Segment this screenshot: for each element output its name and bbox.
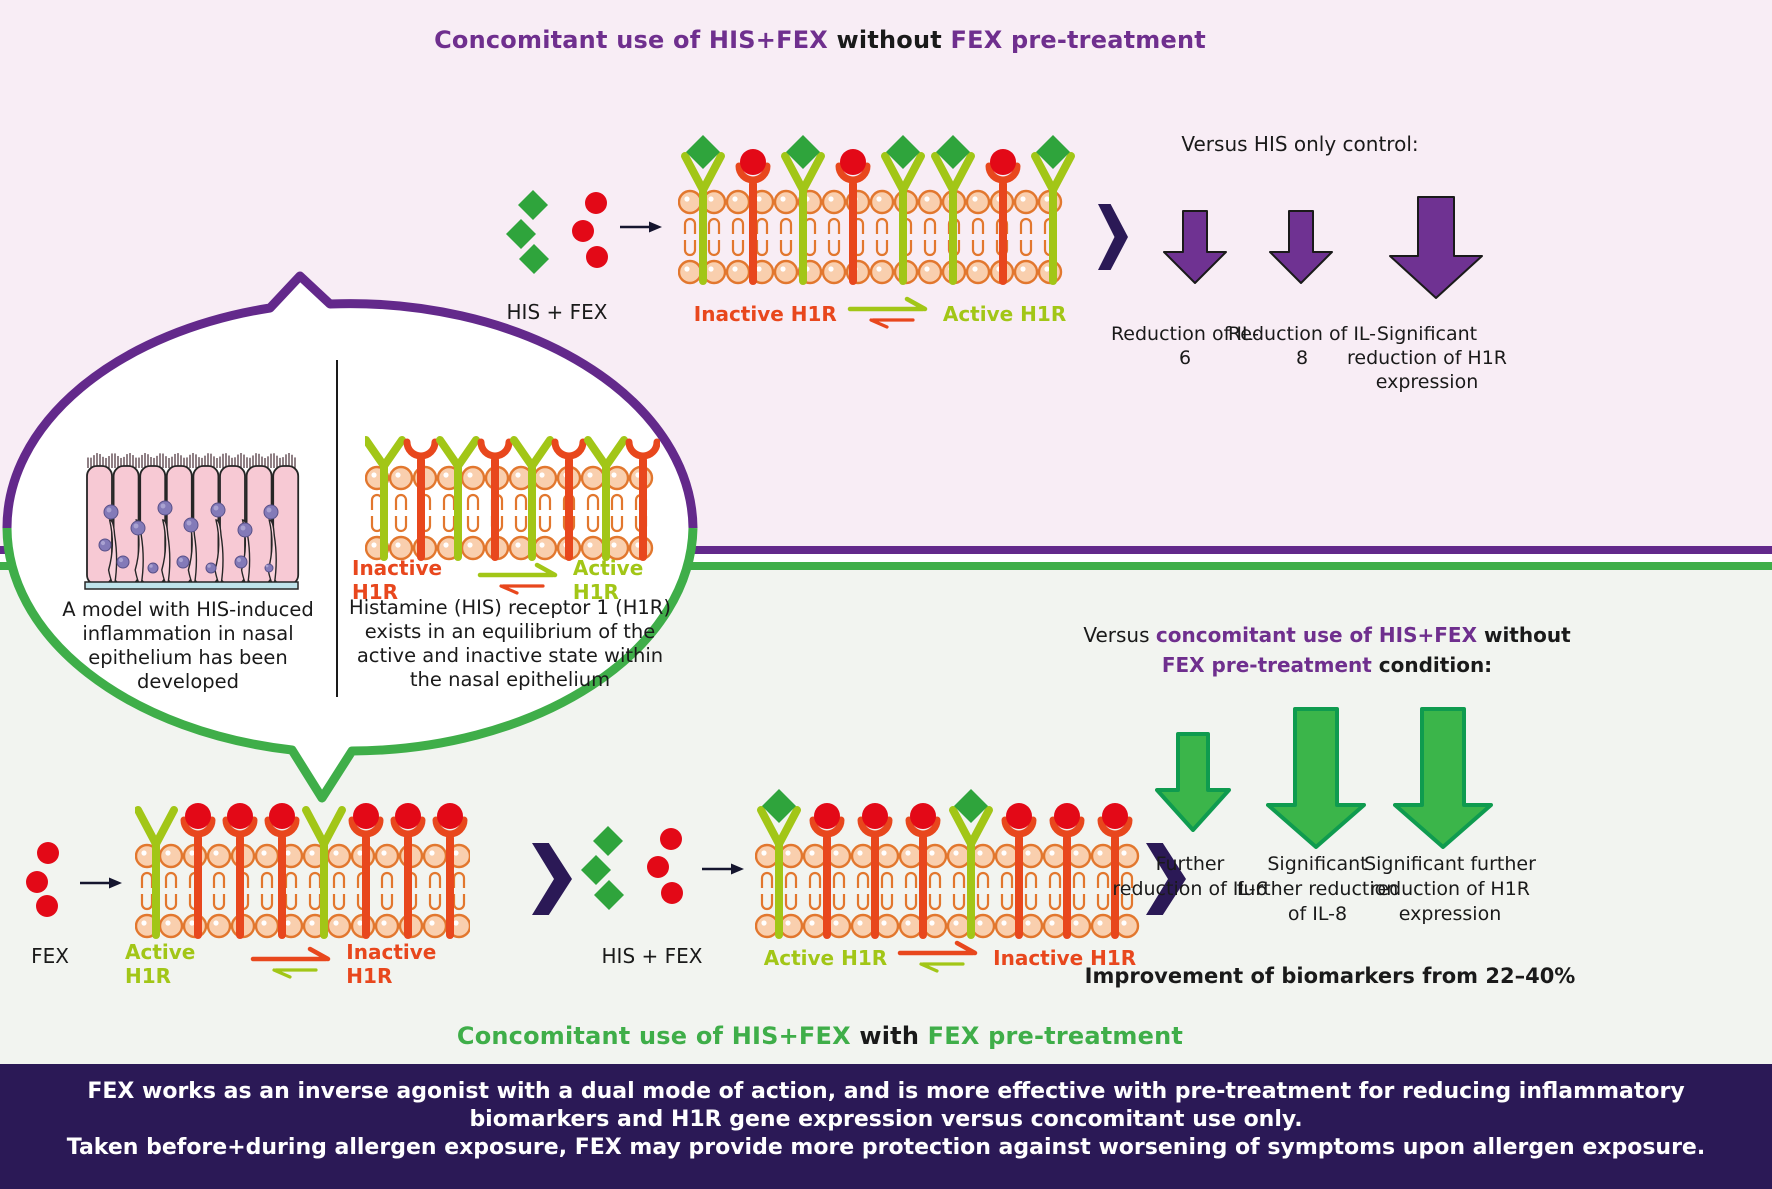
top-title-part3: FEX pre-treatment: [941, 26, 1206, 54]
inactive-h1r-label: Inactive H1R: [352, 556, 443, 604]
further-reduction-il6-arrow-icon: [1155, 732, 1231, 832]
conclusion-banner: FEX works as an inverse agonist with a d…: [0, 1064, 1772, 1189]
outcome-label-il6: Reduction of IL-6: [1110, 323, 1260, 369]
fex-molecules: [20, 838, 135, 928]
equilibrium-bubble: Inactive H1R Active H1R: [352, 556, 672, 604]
his-fex-label-bottom: HIS + FEX: [601, 944, 703, 968]
versus-part3: without: [1477, 623, 1571, 647]
equilibrium-arrows-icon: [477, 562, 563, 598]
chevron-right-icon: [1146, 843, 1186, 915]
equilibrium-top: Inactive H1R Active H1R: [690, 296, 1070, 332]
inactive-h1r-label: Inactive H1R: [993, 946, 1137, 970]
top-title-part2: without: [836, 26, 942, 54]
bubble-border-purple: [2, 271, 698, 529]
banner-line3: Taken before+during allergen exposure, F…: [66, 1135, 1706, 1160]
improvement-statement: Improvement of biomarkers from 22–40%: [1084, 964, 1576, 988]
inactive-h1r-label: Inactive H1R: [693, 302, 837, 326]
bottom-title: Concomitant use of HIS+FEX with FEX pre-…: [320, 1022, 1320, 1050]
membrane-illustration-bubble: [365, 424, 660, 561]
versus-part4: FEX pre-treatment: [1161, 653, 1372, 677]
his-fex-molecules-top: [505, 188, 620, 278]
chevron-right-icon: [532, 843, 572, 915]
further-reduction-h1r-arrow-icon: [1393, 707, 1493, 849]
bottom-title-part1: Concomitant use of HIS+FEX: [456, 1022, 860, 1050]
fex-label: FEX: [31, 944, 69, 968]
bottom-title-part2: with: [859, 1022, 920, 1050]
outcome-label-il8: Reduction of IL-8: [1227, 323, 1377, 369]
equilibrium-arrows-icon: [847, 296, 933, 332]
membrane-illustration-combined: [755, 774, 1140, 939]
inactive-h1r-label: Inactive H1R: [346, 940, 437, 988]
top-title: Concomitant use of HIS+FEX without FEX p…: [320, 26, 1320, 54]
outcome-label-further-h1r: Significant further reduction of H1R exp…: [1364, 853, 1536, 925]
green-divider-line: [0, 562, 1772, 570]
membrane-illustration-pretreat: [135, 774, 470, 939]
active-h1r-label: Active H1R: [763, 946, 888, 970]
his-fex-molecules-bottom: [580, 824, 695, 914]
reduction-il6-arrow-icon: [1163, 210, 1227, 284]
bottom-title-part3: FEX pre-treatment: [919, 1022, 1184, 1050]
versus-part5: condition:: [1371, 653, 1493, 677]
equilibrium-arrows-icon: [250, 946, 336, 982]
outcome-label-h1r: Significant reduction of H1R expression: [1347, 323, 1507, 393]
bubble-left-caption: A model with HIS-induced inflammation in…: [62, 598, 314, 693]
versus-concomitant-heading: Versus concomitant use of HIS+FEX withou…: [1047, 620, 1607, 680]
chevron-right-icon: [1098, 204, 1128, 270]
banner-line1: FEX works as an inverse agonist with a d…: [87, 1079, 1685, 1104]
bubble-right-caption: Histamine (HIS) receptor 1 (H1R) exists …: [349, 596, 671, 691]
speech-bubble: [2, 271, 698, 803]
equilibrium-bottom1: Active H1R Inactive H1R: [125, 940, 480, 988]
outcome-label-further-il8: Significant further reduction of IL-8: [1236, 853, 1399, 925]
purple-divider-line: [0, 546, 1772, 554]
membrane-illustration-top: [678, 128, 1078, 285]
outcome-label-further-il6: Further reduction of IL-6: [1112, 853, 1268, 900]
further-reduction-il8-arrow-icon: [1266, 707, 1366, 849]
nasal-epithelium-illustration: [83, 450, 300, 592]
versus-his-heading: Versus HIS only control:: [1181, 132, 1419, 156]
versus-part1: Versus: [1083, 623, 1156, 647]
arrow-right-icon: [80, 876, 122, 890]
arrow-right-icon: [620, 220, 662, 234]
his-fex-label-top: HIS + FEX: [506, 300, 608, 324]
reduction-h1r-arrow-icon: [1389, 196, 1483, 299]
active-h1r-label: Active H1R: [125, 940, 196, 988]
active-h1r-label: Active H1R: [572, 556, 644, 604]
reduction-il8-arrow-icon: [1269, 210, 1333, 284]
versus-part2: concomitant use of HIS+FEX: [1155, 623, 1477, 647]
arrow-right-icon: [702, 862, 744, 876]
banner-line2: biomarkers and H1R gene expression versu…: [469, 1107, 1303, 1132]
top-title-part1: Concomitant use of HIS+FEX: [434, 26, 837, 54]
bubble-border-green: [2, 527, 698, 803]
active-h1r-label: Active H1R: [942, 302, 1067, 326]
equilibrium-arrows-icon: [897, 940, 983, 976]
equilibrium-bottom2: Active H1R Inactive H1R: [760, 940, 1140, 976]
divider-gap: [0, 554, 1772, 562]
